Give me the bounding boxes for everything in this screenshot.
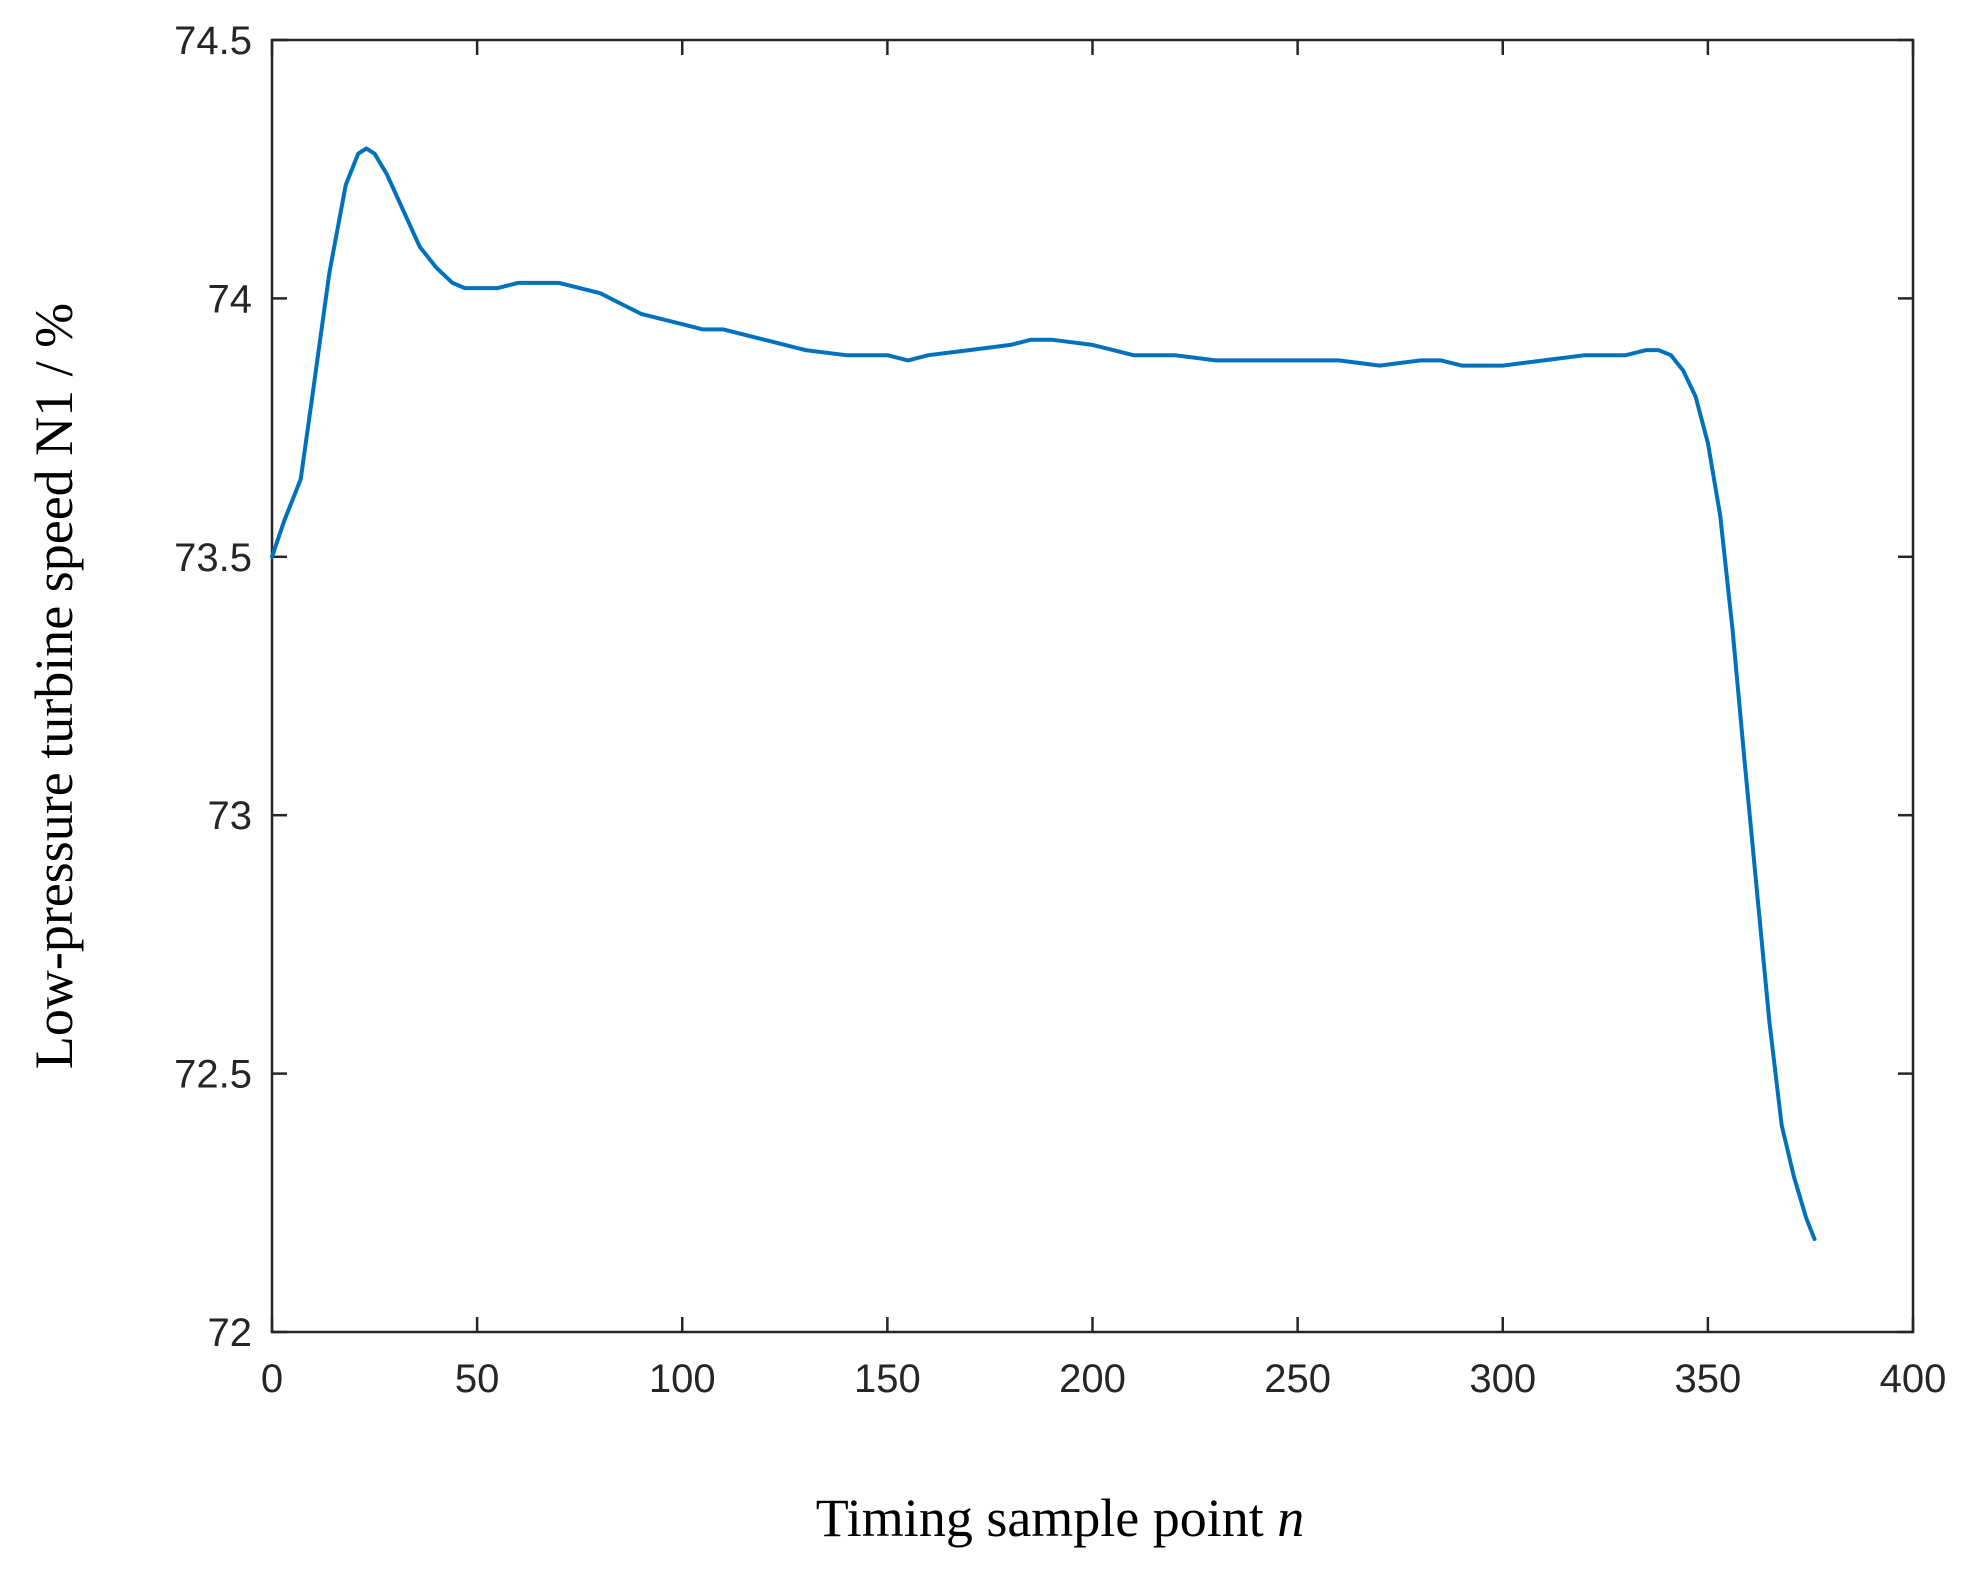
x-axis-title-text: Timing sample point	[816, 1488, 1264, 1548]
x-tick-label: 150	[854, 1357, 921, 1401]
x-tick-label: 300	[1469, 1357, 1536, 1401]
x-tick-label: 400	[1880, 1357, 1947, 1401]
x-tick-labels: 0 50 100 150 200 250 300 350 400	[261, 1357, 1947, 1401]
x-axis-variable: n	[1277, 1488, 1304, 1548]
y-tick-label: 73.5	[174, 536, 252, 580]
y-tick-labels: 72 72.5 73 73.5 74 74.5	[174, 19, 252, 1355]
y-tick-label: 74.5	[174, 19, 252, 63]
x-tick-label: 250	[1264, 1357, 1331, 1401]
x-tick-label: 200	[1059, 1357, 1126, 1401]
series-line	[270, 146, 1817, 1241]
plot-area	[270, 38, 1915, 1334]
x-tick-label: 0	[261, 1357, 283, 1401]
tick-marks	[270, 38, 1915, 1334]
x-tick-label: 100	[649, 1357, 716, 1401]
x-tick-label: 350	[1675, 1357, 1742, 1401]
y-tick-label: 74	[208, 277, 253, 321]
y-axis-title: Low-pressure turbine speed N1 / %	[24, 303, 84, 1069]
x-axis-title: Timing sample point n	[816, 1488, 1305, 1548]
y-tick-label: 73	[208, 794, 253, 838]
x-tick-label: 50	[455, 1357, 500, 1401]
y-tick-label: 72.5	[174, 1053, 252, 1097]
y-tick-label: 72	[208, 1311, 253, 1355]
